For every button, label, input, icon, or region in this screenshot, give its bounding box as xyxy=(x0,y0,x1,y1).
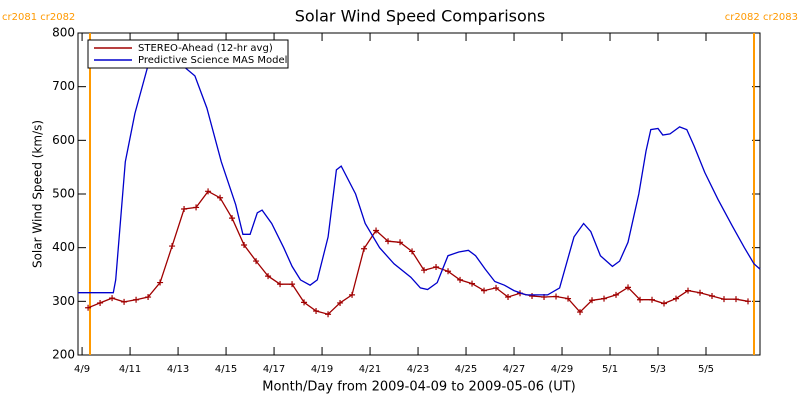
point-marker xyxy=(169,243,176,250)
series-line xyxy=(87,190,749,315)
point-marker xyxy=(421,267,428,274)
point-marker xyxy=(577,309,584,316)
point-marker xyxy=(505,294,512,301)
legend-box xyxy=(87,39,289,69)
point-marker xyxy=(133,296,140,303)
point-marker xyxy=(613,291,620,298)
x-tick-label: 4/15 xyxy=(215,364,237,375)
x-tick-label: 4/29 xyxy=(551,364,573,375)
y-tick-label: 200 xyxy=(52,348,75,362)
point-marker xyxy=(85,304,92,311)
x-tick-label: 5/3 xyxy=(650,364,666,375)
point-marker xyxy=(601,295,608,302)
point-marker xyxy=(397,239,404,246)
point-marker xyxy=(745,298,752,305)
y-tick-label: 500 xyxy=(52,187,75,201)
point-marker xyxy=(409,248,416,255)
point-marker xyxy=(241,241,248,248)
point-marker xyxy=(433,263,440,270)
series-line xyxy=(78,59,761,296)
point-marker xyxy=(469,280,476,287)
legend-label: STEREO-Ahead (12-hr avg) xyxy=(138,43,273,54)
point-marker xyxy=(673,295,680,302)
point-marker xyxy=(721,296,728,303)
point-marker xyxy=(337,299,344,306)
point-marker xyxy=(157,279,164,286)
point-marker xyxy=(553,293,560,300)
point-marker xyxy=(565,295,572,302)
point-marker xyxy=(277,281,284,288)
y-tick-label: 400 xyxy=(52,240,75,254)
point-marker xyxy=(253,258,260,265)
point-marker xyxy=(229,215,236,222)
point-marker xyxy=(697,289,704,296)
point-marker xyxy=(373,227,380,234)
point-marker xyxy=(457,276,464,283)
point-marker xyxy=(265,273,272,280)
point-marker xyxy=(493,284,500,291)
point-marker xyxy=(589,297,596,304)
point-marker xyxy=(733,296,740,303)
point-marker xyxy=(625,284,632,291)
x-tick-label: 4/25 xyxy=(455,364,477,375)
point-marker xyxy=(145,294,152,301)
point-marker xyxy=(301,299,308,306)
point-marker xyxy=(385,238,392,245)
x-tick-label: 5/5 xyxy=(698,364,714,375)
chart-title: Solar Wind Speed Comparisons xyxy=(295,7,546,26)
x-tick-label: 4/11 xyxy=(119,364,141,375)
point-marker xyxy=(313,307,320,314)
x-tick-label: 4/23 xyxy=(407,364,429,375)
point-marker xyxy=(529,292,536,299)
point-marker xyxy=(649,296,656,303)
point-marker xyxy=(193,204,200,211)
point-marker xyxy=(685,287,692,294)
point-marker xyxy=(181,206,188,213)
x-tick-label: 4/21 xyxy=(359,364,381,375)
x-tick-label: 5/1 xyxy=(602,364,618,375)
point-marker xyxy=(97,299,104,306)
point-marker xyxy=(217,194,224,201)
x-tick-label: 4/13 xyxy=(167,364,189,375)
x-tick-label: 4/27 xyxy=(503,364,525,375)
point-marker xyxy=(637,296,644,303)
point-marker xyxy=(205,188,212,195)
point-marker xyxy=(361,245,368,252)
point-marker xyxy=(709,292,716,299)
point-marker xyxy=(661,300,668,307)
x-axis-label: Month/Day from 2009-04-09 to 2009-05-06 … xyxy=(262,380,575,395)
point-marker xyxy=(445,268,452,275)
legend-label: Predictive Science MAS Model xyxy=(138,55,287,66)
y-tick-label: 800 xyxy=(52,26,75,40)
plot-frame xyxy=(77,32,761,356)
x-tick-label: 4/9 xyxy=(74,364,90,375)
rotation-label: cr2082 cr2083 xyxy=(725,12,798,23)
y-tick-label: 600 xyxy=(52,133,75,147)
point-marker xyxy=(121,298,128,305)
x-tick-label: 4/17 xyxy=(263,364,285,375)
rotation-label: cr2081 cr2082 xyxy=(2,12,75,23)
y-axis-label: Solar Wind Speed (km/s) xyxy=(31,120,45,268)
point-marker xyxy=(349,291,356,298)
y-tick-label: 300 xyxy=(52,294,75,308)
point-marker xyxy=(481,287,488,294)
y-tick-label: 700 xyxy=(52,79,75,93)
point-marker xyxy=(325,311,332,318)
point-marker xyxy=(289,281,296,288)
point-marker xyxy=(109,295,116,302)
x-tick-label: 4/19 xyxy=(311,364,333,375)
